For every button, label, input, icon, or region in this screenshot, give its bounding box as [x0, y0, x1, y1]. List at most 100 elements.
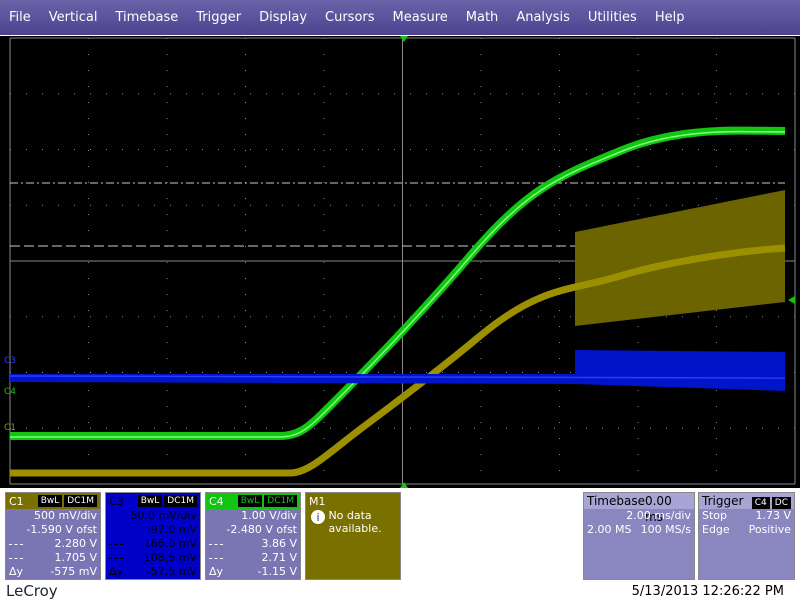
channel-cursor1: 2.280 V: [54, 537, 97, 550]
brand: LeCroy: [6, 582, 58, 600]
channel-row: Δy -1.15 V: [206, 565, 300, 579]
delta-label: Δy: [209, 565, 224, 578]
channel-scale: 50.0 mV/div: [130, 509, 197, 522]
channel-offset: -1.590 V ofst: [26, 523, 97, 536]
channel-row: 1.00 V/div: [206, 509, 300, 523]
trace-label: C3: [4, 356, 16, 366]
footer: LeCroy 5/13/2013 12:26:22 PM: [0, 582, 800, 600]
channel-row: Δy -57.5 mV: [106, 565, 200, 579]
trace-c1-noise: [575, 190, 785, 326]
menu-item[interactable]: Trigger: [196, 10, 242, 25]
channel-tag: DC1M: [64, 495, 97, 507]
trigger-mode: Stop: [702, 509, 728, 522]
channel-header: C1 BwL DC1M: [6, 493, 100, 509]
channel-row: 1.705 V: [6, 551, 100, 565]
channel-cursor2: 1.705 V: [54, 551, 97, 564]
trigger-level-marker: [788, 296, 795, 304]
trigger-time-marker: [400, 36, 408, 42]
channel-header: C4 BwL DC1M: [206, 493, 300, 509]
trigger-slope: Positive: [748, 523, 791, 536]
menu-bar: File Vertical Timebase Trigger Display Cursor…: [0, 0, 800, 35]
cursor-icon: [109, 544, 123, 551]
info-icon: i: [311, 510, 325, 524]
channel-name: C1: [9, 494, 24, 508]
delta-label: Δy: [109, 565, 124, 578]
channel-scale: 500 mV/div: [34, 509, 97, 522]
channel-tag: DC1M: [264, 495, 297, 507]
math-body: i No data available.: [306, 509, 400, 535]
channel-row: -2.480 V ofst: [206, 523, 300, 537]
cursor-icon: [209, 544, 223, 551]
trigger-level: 1.73 V: [755, 509, 791, 522]
channel-name: C3: [109, 494, 124, 508]
channel-delta: -1.15 V: [257, 565, 297, 578]
trigger-type: Edge: [702, 523, 730, 536]
channel-row: 500 mV/div: [6, 509, 100, 523]
channel-name: C4: [209, 494, 224, 508]
cursor-icon: [9, 558, 23, 565]
channel-row: Δy -575 mV: [6, 565, 100, 579]
menu-item[interactable]: Help: [654, 10, 685, 25]
channel-panel[interactable]: C4 BwL DC1M 1.00 V/div -2.480 V ofst 3.86 V 2.…: [205, 492, 301, 580]
delta-label: Δy: [9, 565, 24, 578]
channel-delta: -575 mV: [50, 565, 97, 578]
timebase-title: Timebase: [587, 494, 645, 508]
menu-item[interactable]: Vertical: [48, 10, 98, 25]
channel-row: 108.5 mV: [106, 551, 200, 565]
trigger-source: C4: [751, 497, 770, 509]
cursor-icon: [109, 558, 123, 565]
channel-cursor1: 3.86 V: [261, 537, 297, 550]
channel-header: C3 BwL DC1M: [106, 493, 200, 509]
trigger-coupling: DC: [771, 497, 791, 509]
channel-cursor2: 2.71 V: [261, 551, 297, 564]
channel-tag: DC1M: [164, 495, 197, 507]
channel-scale: 1.00 V/div: [241, 509, 297, 522]
trigger-time-marker: [400, 482, 408, 488]
timebase-samples: 2.00 MS: [587, 523, 632, 536]
channel-cursor2: 108.5 mV: [143, 551, 197, 564]
menu-item[interactable]: File: [9, 10, 31, 25]
channel-tag: BwL: [137, 495, 163, 507]
menu-item[interactable]: Cursors: [325, 10, 375, 25]
timebase-delay: 0.00 ms: [644, 494, 672, 524]
menu-item[interactable]: Timebase: [115, 10, 179, 25]
timebase-scale: 2.00 ms/div: [626, 509, 691, 522]
trace-c3-center: [9, 375, 786, 379]
trigger-title: Trigger: [702, 494, 744, 508]
timestamp: 5/13/2013 12:26:22 PM: [631, 584, 784, 599]
math-name: M1: [309, 494, 326, 508]
trace-c4-center: [10, 130, 786, 438]
svg-text:i: i: [316, 511, 319, 524]
channel-tag: BwL: [237, 495, 263, 507]
math-panel[interactable]: M1 i No data available.: [305, 492, 401, 580]
channel-row: 166.0 mV: [106, 537, 200, 551]
trigger-panel[interactable]: Trigger C4 DC Stop 1.73 V Edge Positive: [698, 492, 795, 580]
menu-item[interactable]: Utilities: [587, 10, 637, 25]
channel-row: 2.71 V: [206, 551, 300, 565]
menu-item[interactable]: Math: [465, 10, 499, 25]
cursor-icon: [209, 558, 223, 565]
cursor-icon: [9, 544, 23, 551]
timebase-rate: 100 MS/s: [640, 523, 691, 536]
trace-c3: [10, 350, 785, 391]
channel-offset: -2.480 V ofst: [226, 523, 297, 536]
channel-cursor1: 166.0 mV: [143, 537, 197, 550]
menu-item[interactable]: Analysis: [516, 10, 570, 25]
channel-tag: BwL: [37, 495, 63, 507]
timebase-panel[interactable]: Timebase 0.00 ms 2.00 ms/div 2.00 MS 100 M…: [583, 492, 695, 580]
channel-delta: -57.5 mV: [146, 565, 197, 578]
waveform-display: C3 C4 C1: [0, 36, 800, 488]
trace-label: C4: [4, 387, 16, 397]
channel-row: 50.0 mV/div: [106, 509, 200, 523]
menu-item[interactable]: Display: [259, 10, 308, 25]
channel-row: -97.0 mV: [106, 523, 200, 537]
math-message: No data available.: [328, 509, 382, 535]
channel-row: 3.86 V: [206, 537, 300, 551]
trace-label: C1: [4, 423, 16, 433]
channel-panel[interactable]: C3 BwL DC1M 50.0 mV/div -97.0 mV 166.0 mV 108.…: [105, 492, 201, 580]
channel-offset: -97.0 mV: [146, 523, 197, 536]
menu-item[interactable]: Measure: [392, 10, 448, 25]
channel-row: -1.590 V ofst: [6, 523, 100, 537]
